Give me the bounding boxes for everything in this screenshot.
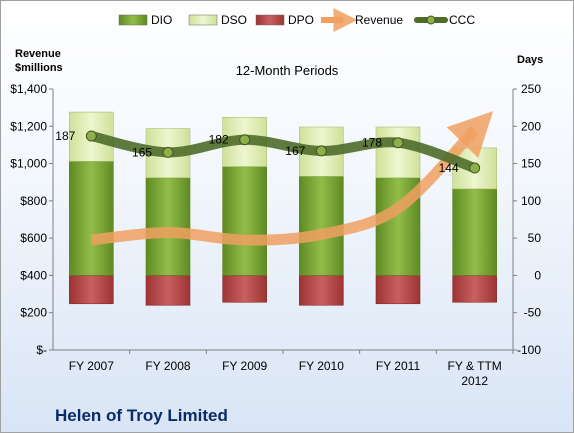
legend-label-ccc: CCC [449, 13, 475, 27]
left-tick-label: $1,000 [10, 157, 47, 171]
legend-label-dso: DSO [221, 13, 247, 27]
company-name: Helen of Troy Limited [55, 406, 228, 425]
right-tick-label: -100 [517, 343, 541, 357]
ccc-point [239, 134, 251, 146]
ccc-data-label: 187 [55, 129, 75, 143]
left-tick-label: $800 [20, 194, 47, 208]
right-tick-label: 0 [534, 268, 541, 282]
right-tick-label: 50 [528, 231, 542, 245]
left-tick-label: $400 [20, 268, 47, 282]
legend: DIO DSO DPO Revenue CCC [118, 8, 475, 32]
right-tick-label: 150 [521, 157, 541, 171]
dpo-bar [222, 275, 267, 303]
axes: $- $200 $400 $600 $800 $1,000 $1,200 $1,400 -100… [10, 82, 541, 388]
dpo-bar [145, 275, 191, 306]
plot-area: $- $200 $400 $600 $800 $1,000 $1,200 $1,400 -100… [10, 82, 541, 388]
left-tick-label: $- [36, 343, 47, 357]
chart-subtitle: 12-Month Periods [236, 63, 339, 78]
dio-bar [222, 166, 267, 276]
ccc-point [315, 145, 327, 157]
dso-bar [375, 126, 421, 179]
x-tick-label: FY 2010 [299, 359, 344, 373]
legend-label-revenue: Revenue [355, 13, 403, 27]
dio-bar [69, 161, 114, 276]
right-tick-label: 200 [521, 119, 541, 133]
left-axis-label-line1: Revenue [15, 48, 61, 60]
dio-bar [452, 188, 497, 276]
ccc-point [392, 137, 404, 149]
ccc-data-label: 167 [285, 144, 305, 158]
x-tick-label-line2: 2012 [461, 374, 488, 388]
dpo-bar [375, 275, 421, 305]
right-tick-label: 250 [521, 82, 541, 96]
dio-bar [145, 177, 191, 276]
legend-swatch-dso [188, 14, 218, 26]
x-tick-label: FY 2007 [69, 359, 114, 373]
left-tick-label: $1,400 [10, 82, 47, 96]
x-tick-label: FY 2011 [376, 359, 421, 373]
ccc-point [162, 146, 174, 158]
ccc-data-label: 165 [132, 145, 152, 159]
legend-marker-ccc [426, 15, 436, 25]
left-tick-label: $600 [20, 231, 47, 245]
legend-label-dio: DIO [151, 13, 172, 27]
ccc-data-label: 144 [439, 161, 459, 175]
legend-label-dpo: DPO [288, 13, 314, 27]
dpo-bar [69, 275, 114, 305]
right-tick-label: 100 [521, 194, 541, 208]
left-axis-title: Revenue $millions [15, 48, 63, 74]
x-tick-label: FY 2008 [145, 359, 190, 373]
dpo-bar [299, 275, 344, 306]
x-tick-label: FY 2009 [222, 359, 267, 373]
legend-swatch-dio [118, 14, 148, 26]
ccc-point [469, 162, 481, 174]
right-tick-label: -50 [524, 306, 542, 320]
left-tick-label: $1,200 [10, 119, 47, 133]
x-tick-label: FY & TTM [448, 359, 502, 373]
ccc-data-label: 182 [209, 133, 229, 147]
ccc-line [86, 130, 480, 174]
left-axis-label-line2: $millions [15, 62, 63, 74]
left-tick-label: $200 [20, 306, 47, 320]
ccc-points: 187 165 182 167 178 144 [55, 129, 481, 175]
legend-swatch-dpo [255, 14, 285, 26]
ccc-data-label: 178 [362, 136, 382, 150]
right-axis-label: Days [517, 54, 543, 66]
revenue-arrow [90, 111, 494, 246]
dpo-bar [452, 275, 497, 303]
ccc-point [85, 130, 97, 142]
